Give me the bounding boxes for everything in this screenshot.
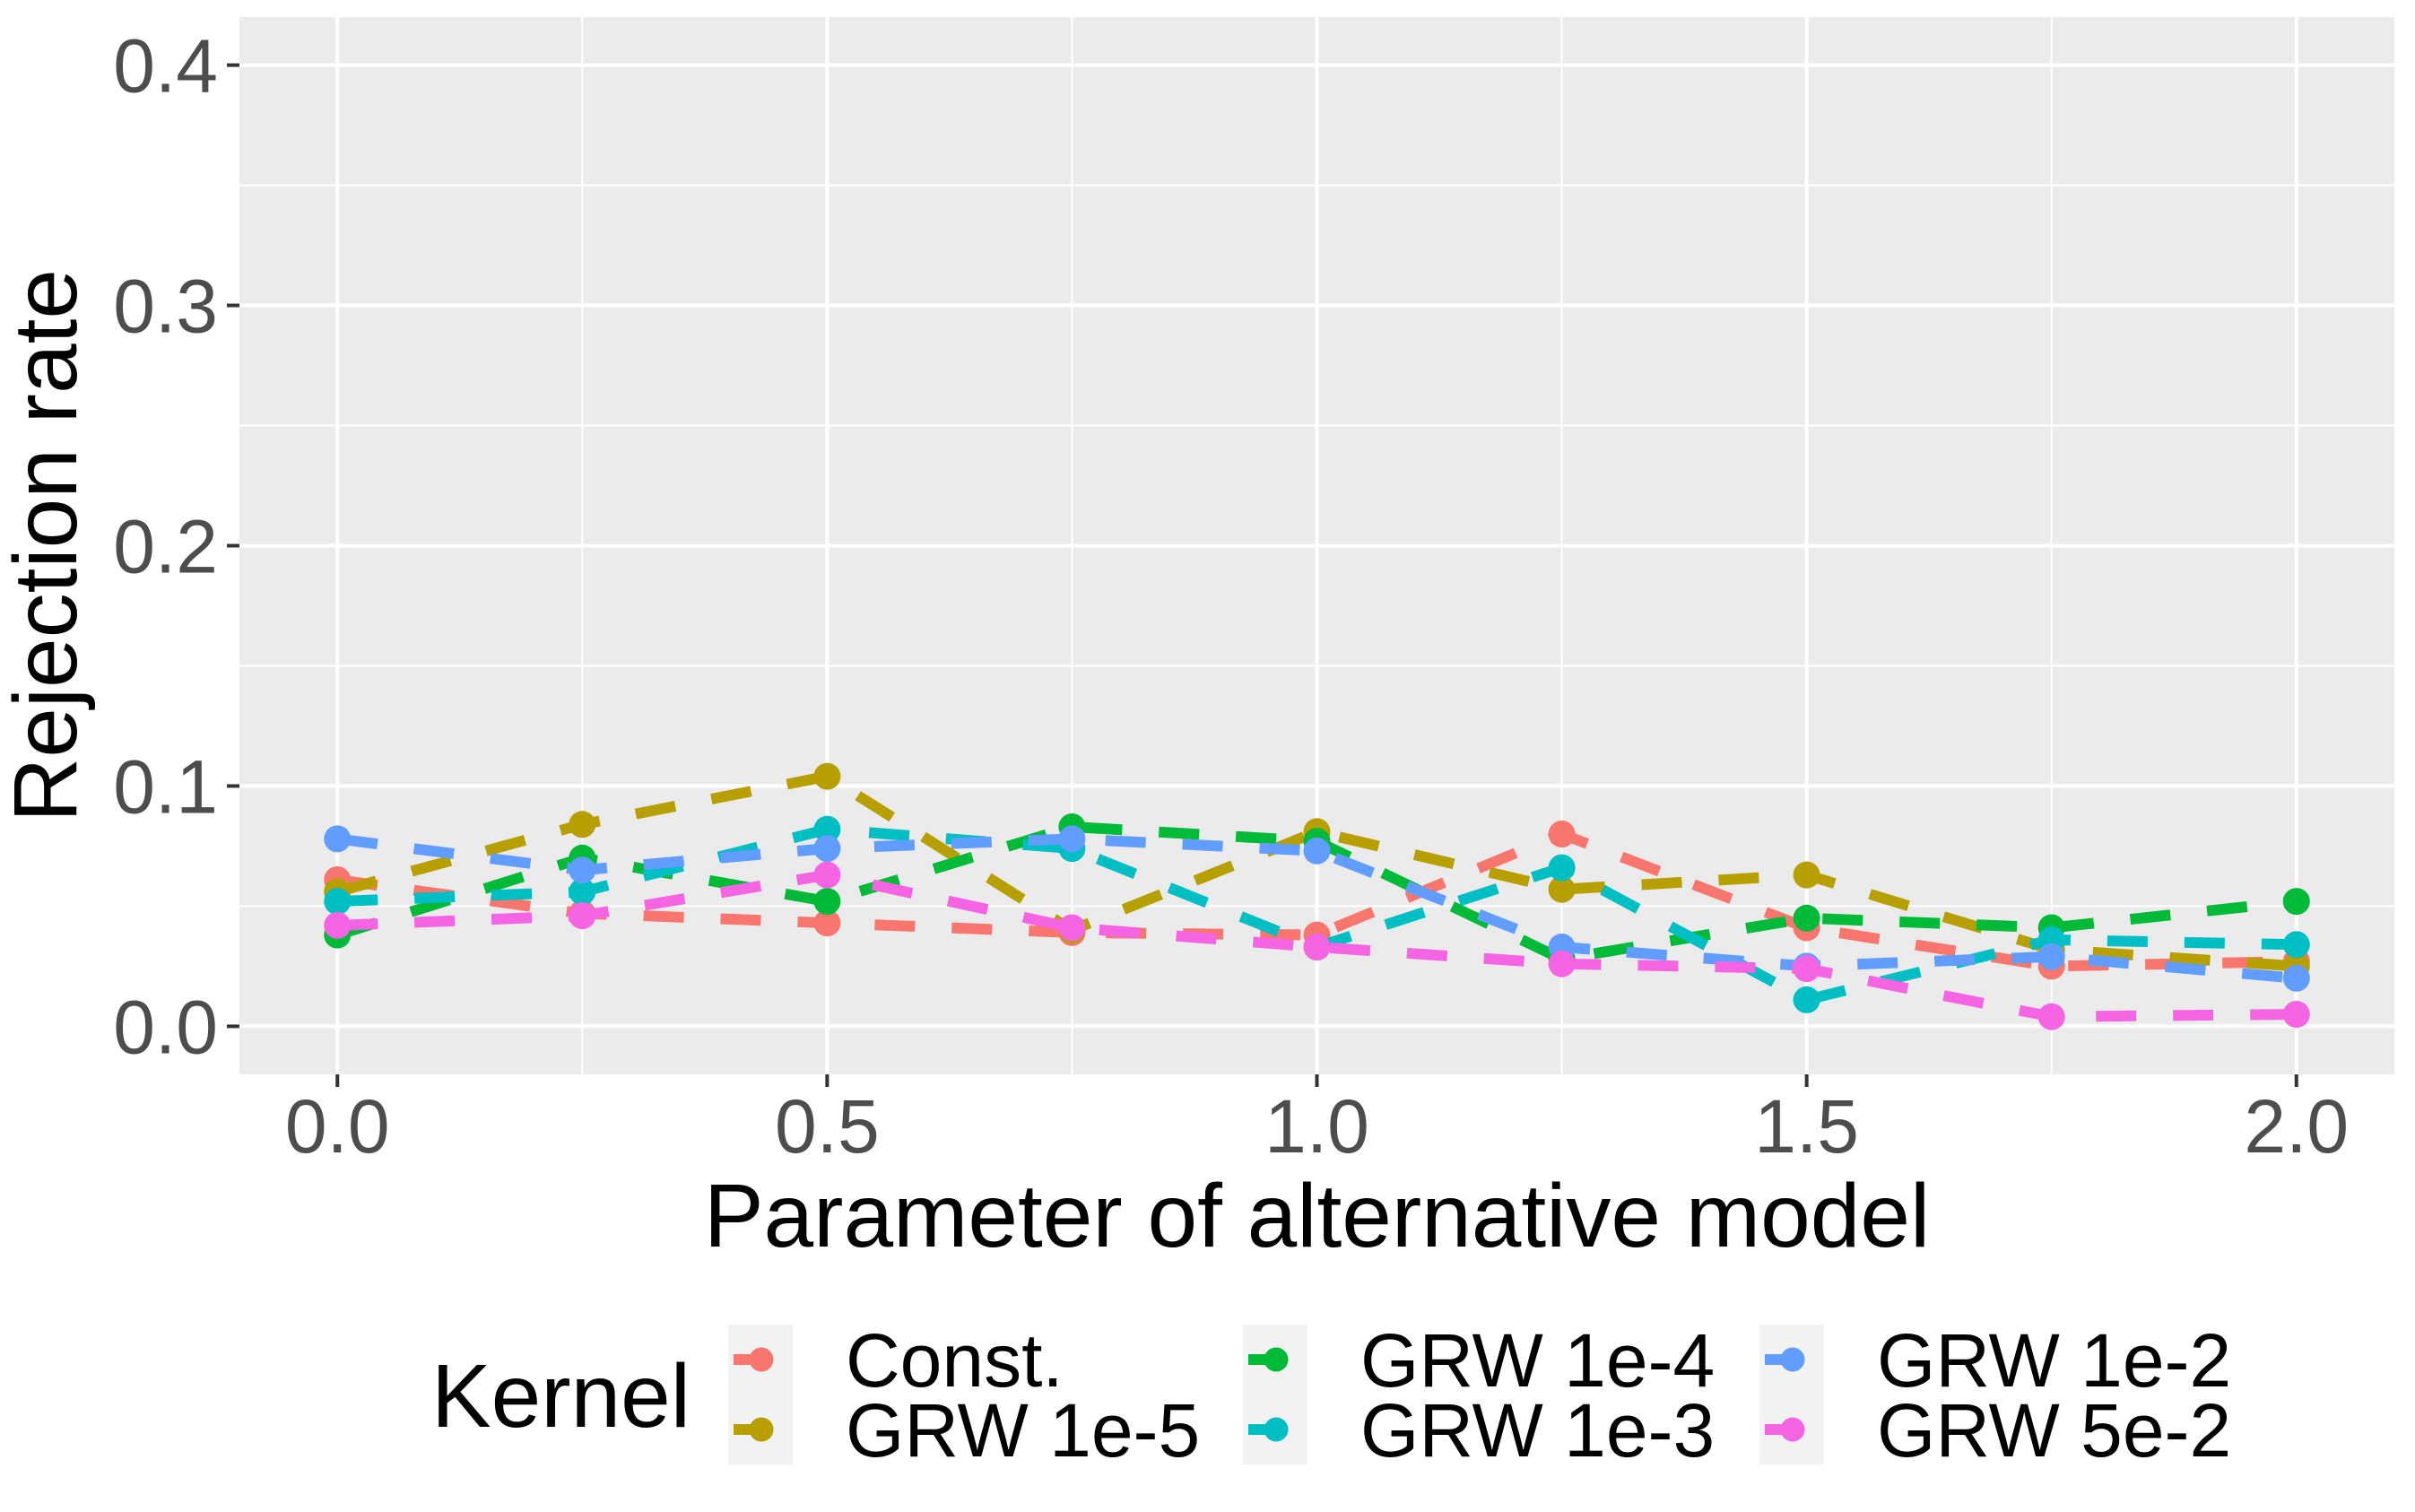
legend-key-dot-const- [749, 1347, 774, 1372]
x-axis-title: Parameter of alternative model [704, 1166, 1930, 1266]
y-tick-label: 0.1 [113, 744, 218, 829]
x-tick-label: 0.5 [775, 1084, 880, 1169]
y-tick-label: 0.0 [113, 985, 218, 1069]
legend-title: Kernel [431, 1346, 691, 1447]
series-grw-5e-2 [324, 861, 2310, 1030]
data-point [2037, 1003, 2065, 1030]
data-point [813, 835, 841, 863]
data-point [1548, 875, 1576, 903]
data-point [1303, 837, 1331, 865]
data-point [1058, 914, 1086, 942]
y-axis-title: Rejection rate [0, 269, 96, 822]
y-tick-label: 0.2 [113, 505, 218, 589]
legend-label-grw-1e-5: GRW 1e-5 [846, 1388, 1200, 1473]
data-point [1548, 821, 1576, 847]
x-tick-label: 1.5 [1754, 1084, 1859, 1169]
data-point [2037, 943, 2065, 970]
series-line [336, 833, 2298, 984]
data-point [1793, 986, 1820, 1013]
legend-label-grw-5e-2: GRW 5e-2 [1877, 1388, 2231, 1473]
legend-key-dot-grw-1e-4 [1264, 1347, 1289, 1372]
legend-label-const-: Const. [846, 1318, 1064, 1403]
data-point [569, 811, 596, 839]
data-point [569, 878, 596, 906]
x-tick-label: 0.0 [285, 1084, 390, 1169]
data-point [2282, 1001, 2310, 1028]
data-point [813, 762, 841, 790]
legend-key-dot-grw-1e-5 [749, 1417, 774, 1442]
data-point [1793, 861, 1820, 889]
y-tick-label: 0.4 [113, 24, 218, 109]
data-point [2282, 931, 2310, 959]
data-point [324, 825, 352, 853]
legend-label-grw-1e-4: GRW 1e-4 [1360, 1318, 1715, 1403]
data-point [2282, 964, 2310, 992]
data-point [2282, 888, 2310, 916]
data-point [1793, 955, 1820, 983]
legend-key-dot-grw-5e-2 [1780, 1417, 1805, 1442]
legend-label-grw-1e-2: GRW 1e-2 [1877, 1318, 2231, 1403]
data-point [569, 902, 596, 930]
data-point [813, 815, 841, 843]
data-point [1548, 950, 1576, 978]
data-point [813, 861, 841, 889]
series-line [335, 770, 2298, 972]
x-tick-label: 2.0 [2244, 1084, 2349, 1169]
series-line [336, 828, 2297, 972]
legend-label-grw-1e-3: GRW 1e-3 [1360, 1388, 1715, 1473]
data-point [569, 856, 596, 884]
data-point [1793, 904, 1820, 932]
data-point [324, 888, 352, 916]
data-point [813, 909, 841, 937]
data-point [1303, 934, 1331, 960]
y-tick-label: 0.3 [113, 265, 218, 349]
data-point [1058, 825, 1086, 853]
data-point [324, 911, 352, 939]
legend-key-dot-grw-1e-3 [1264, 1417, 1289, 1442]
x-tick-label: 1.0 [1264, 1084, 1369, 1169]
data-point [1548, 854, 1576, 882]
legend-key-dot-grw-1e-2 [1780, 1347, 1805, 1372]
data-point [813, 888, 841, 916]
series-line [336, 869, 2297, 1022]
